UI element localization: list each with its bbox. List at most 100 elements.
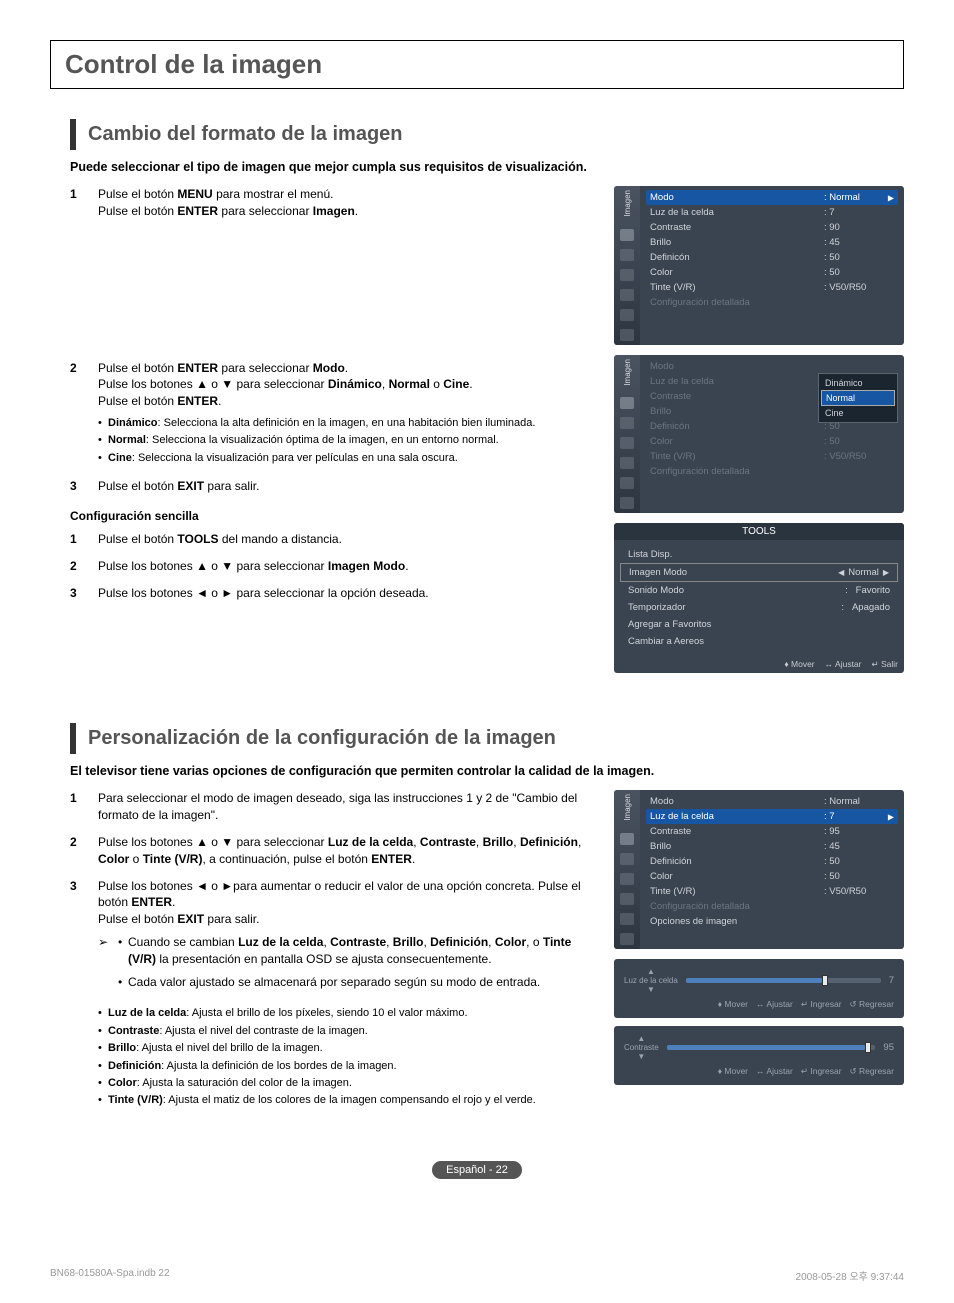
tools-row[interactable]: Lista Disp.	[620, 546, 898, 563]
s2-step-2: 2Pulse los botones ▲ o ▼ para selecciona…	[70, 834, 594, 868]
slider-thumb[interactable]	[822, 975, 828, 986]
slider-footer: ♦ Mover↔ Ajustar↵ Ingresar↺ Regresar	[624, 999, 894, 1010]
slider-panel-contraste: ▲Contraste▼ 95 ♦ Mover↔ Ajustar↵ Ingresa…	[614, 1026, 904, 1085]
osd-sidebar: Imagen	[614, 355, 640, 514]
tools-title: TOOLS	[614, 523, 904, 540]
tv-icon	[620, 229, 634, 241]
section2-right: Imagen Modo: NormalLuz de la celda: 7Con…	[614, 790, 904, 1120]
step2-sublist: Dinámico: Selecciona la alta definición …	[98, 416, 594, 466]
section2-intro: El televisor tiene varias opciones de co…	[70, 764, 904, 778]
section1-steps: 1 Pulse el botón MENU para mostrar el me…	[70, 186, 594, 495]
slider-value: 7	[889, 975, 894, 986]
slider-arrows: ▲Contraste▼	[624, 1034, 659, 1061]
section2-left: 1Para seleccionar el modo de imagen dese…	[70, 790, 594, 1120]
input-icon	[620, 933, 634, 945]
popup-option[interactable]: Dinámico	[821, 376, 895, 390]
osd-panel-1: Imagen Modo: NormalLuz de la celda: 7Con…	[614, 186, 904, 345]
slider-thumb[interactable]	[865, 1042, 871, 1053]
tools-body: Lista Disp.Imagen ModoNormalSonido Modo:…	[614, 540, 904, 656]
osd-row: Definicón: 50	[646, 250, 898, 265]
tag-icon	[620, 873, 634, 885]
osd-row[interactable]: Luz de la celda: 7	[646, 809, 898, 824]
slider-value: 95	[883, 1042, 894, 1053]
osd-row: Contraste: 90	[646, 220, 898, 235]
section2-title: Personalización de la configuración de l…	[88, 727, 904, 750]
tools-footer: ♦ Mover↔ Ajustar↵ Salir	[614, 656, 904, 673]
def-item: Definición: Ajusta la definición de los …	[98, 1059, 594, 1074]
step-number: 2	[70, 360, 98, 469]
osd-row: Definición: 50	[646, 854, 898, 869]
circle-icon	[620, 417, 634, 429]
signal-icon	[620, 309, 634, 321]
tv-icon	[620, 833, 634, 845]
cs-step: 3Pulse los botones ◄ o ► para selecciona…	[70, 585, 594, 602]
def-item: Brillo: Ajusta el nivel del brillo de la…	[98, 1041, 594, 1056]
osd-row: Contraste: 95	[646, 824, 898, 839]
s2-step-1: 1Para seleccionar el modo de imagen dese…	[70, 790, 594, 824]
osd-panel-3: Imagen Modo: NormalLuz de la celda: 7Con…	[614, 790, 904, 949]
def-item: Tinte (V/R): Ajusta el matiz de los colo…	[98, 1093, 594, 1108]
tools-row[interactable]: Agregar a Favoritos	[620, 616, 898, 633]
section1-right: Imagen Modo: NormalLuz de la celda: 7Con…	[614, 186, 904, 683]
page-footer: Español - 22	[50, 1161, 904, 1179]
sub-item: Dinámico: Selecciona la alta definición …	[98, 416, 594, 431]
step-text: Pulse el botón ENTER para seleccionar Mo…	[98, 360, 594, 469]
def-item: Color: Ajusta la saturación del color de…	[98, 1076, 594, 1091]
section2-steps: 1Para seleccionar el modo de imagen dese…	[70, 790, 594, 1110]
config-sencilla-head: Configuración sencilla	[70, 509, 594, 523]
gear-icon	[620, 457, 634, 469]
step-2: 2 Pulse el botón ENTER para seleccionar …	[70, 360, 594, 469]
slider-label: Contraste	[624, 1043, 659, 1052]
slider-track[interactable]	[667, 1045, 876, 1050]
note-arrow-icon: ➢	[98, 934, 118, 996]
circle-icon	[620, 249, 634, 261]
tools-row[interactable]: Temporizador: Apagado	[620, 599, 898, 616]
osd-row: Tinte (V/R): V50/R50	[646, 280, 898, 295]
page-title: Control de la imagen	[65, 49, 889, 80]
osd-row[interactable]: Modo: Normal	[646, 190, 898, 205]
doc-footer-right: 2008-05-28 오후 9:37:44	[796, 1268, 904, 1283]
step-3: 3 Pulse el botón EXIT para salir.	[70, 478, 594, 495]
tools-panel: TOOLS Lista Disp.Imagen ModoNormalSonido…	[614, 523, 904, 673]
popup-option[interactable]: Normal	[821, 390, 895, 406]
slider-panel-luz: ▲Luz de la celda▼ 7 ♦ Mover↔ Ajustar↵ In…	[614, 959, 904, 1018]
def-item: Luz de la celda: Ajusta el brillo de los…	[98, 1006, 594, 1021]
section1-title: Cambio del formato de la imagen	[88, 123, 904, 146]
osd-row: Tinte (V/R): V50/R50	[646, 449, 898, 464]
tag-icon	[620, 269, 634, 281]
slider-arrows: ▲Luz de la celda▼	[624, 967, 678, 994]
section1-content: 1 Pulse el botón MENU para mostrar el me…	[70, 186, 904, 683]
osd-popup[interactable]: DinámicoNormalCine	[818, 373, 898, 423]
tools-row[interactable]: Sonido Modo: Favorito	[620, 582, 898, 599]
doc-footer: BN68-01580A-Spa.indb 22 2008-05-28 오후 9:…	[50, 1268, 904, 1283]
osd-row: Tinte (V/R): V50/R50	[646, 884, 898, 899]
note-item: Cada valor ajustado se almacenará por se…	[118, 974, 594, 991]
sub-item: Normal: Selecciona la visualización ópti…	[98, 433, 594, 448]
note-item: Cuando se cambian Luz de la celda, Contr…	[118, 934, 594, 968]
signal-icon	[620, 913, 634, 925]
tools-row[interactable]: Cambiar a Aereos	[620, 633, 898, 650]
osd-side-label: Imagen	[623, 190, 632, 217]
slider-track[interactable]	[686, 978, 881, 983]
slider-label: Luz de la celda	[624, 976, 678, 985]
slider-fill	[686, 978, 822, 983]
gear-icon	[620, 289, 634, 301]
osd-body: Modo: NormalLuz de la celda: 7Contraste:…	[640, 790, 904, 949]
tv-icon	[620, 397, 634, 409]
doc-footer-left: BN68-01580A-Spa.indb 22	[50, 1268, 170, 1283]
osd-sidebar: Imagen	[614, 186, 640, 345]
page-title-box: Control de la imagen	[50, 40, 904, 89]
input-icon	[620, 497, 634, 509]
popup-option[interactable]: Cine	[821, 406, 895, 420]
section2-heading: Personalización de la configuración de l…	[70, 723, 904, 754]
osd-row: Luz de la celda: 7	[646, 205, 898, 220]
step-number: 3	[70, 478, 98, 495]
cs-step: 1Pulse el botón TOOLS del mando a distan…	[70, 531, 594, 548]
page-badge: Español - 22	[432, 1161, 522, 1179]
tools-row[interactable]: Imagen ModoNormal	[620, 563, 898, 582]
definitions-list: Luz de la celda: Ajusta el brillo de los…	[98, 1006, 594, 1108]
input-icon	[620, 329, 634, 341]
osd-body: Modo: NormalLuz de la celda: 7Contraste:…	[640, 186, 904, 345]
gear-icon	[620, 893, 634, 905]
osd-row: Modo	[646, 359, 898, 374]
